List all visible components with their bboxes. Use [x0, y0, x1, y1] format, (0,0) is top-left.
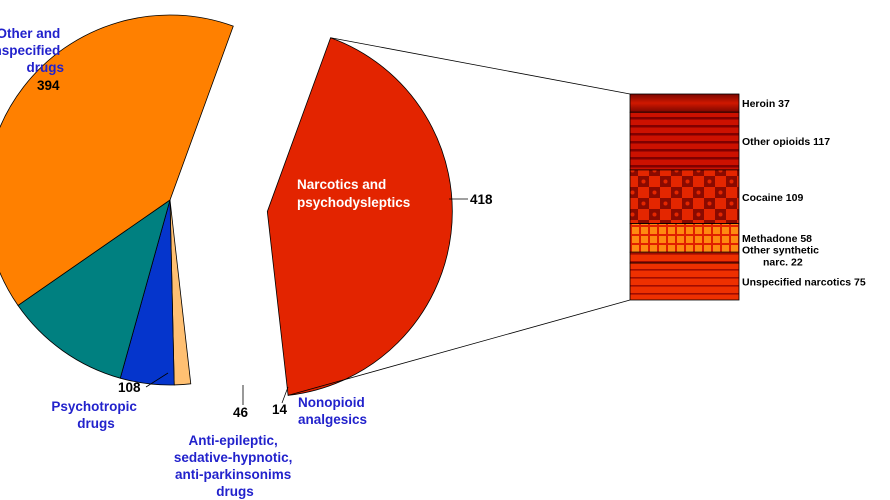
- other-unspecified-label: Other and unspecified drugs: [0, 26, 64, 75]
- bar-label-other-opioids: Other opioids 117: [742, 136, 830, 148]
- pie-slice-narcotics-and-psychodysleptics: [266, 37, 453, 396]
- bar-segment-cocaine: [629, 169, 740, 225]
- psychotropic-value: 108: [118, 380, 141, 395]
- bar-label-heroin: Heroin 37: [742, 98, 790, 110]
- bar-label-methadone: Methadone 58: [742, 233, 812, 245]
- bar-segment-other-opioids: [629, 111, 740, 171]
- nonopioid-label: Nonopioid analgesics: [298, 395, 369, 427]
- pie-slice-psychotropic-drugs: [17, 199, 171, 379]
- bar-segment-other-synthetic-narc: [629, 251, 740, 264]
- bar-segment-unspecified-narcotics: [629, 262, 740, 301]
- other-unspecified-value: 394: [37, 78, 60, 93]
- nonopioid-value: 14: [272, 402, 288, 417]
- psychotropic-value-leader: [145, 372, 169, 388]
- psychotropic-label: Psychotropic drugs: [51, 399, 140, 431]
- nonopioid-value-leader: [281, 386, 289, 404]
- antiepileptic-value: 46: [233, 405, 249, 420]
- bar-label-other-synthetic-narc: Other synthetic narc. 22: [742, 245, 819, 269]
- breakdown-connector-bottom: [287, 299, 631, 396]
- pie-slices: [0, 14, 453, 396]
- bar-segment-heroin: [629, 93, 740, 113]
- bar-segment-methadone: [629, 223, 740, 253]
- breakdown-connector-top: [330, 37, 631, 95]
- antiepileptic-label: Anti-epileptic, sedative-hypnotic, anti-…: [174, 433, 296, 499]
- bar-label-unspecified-narcotics: Unspecified narcotics 75: [742, 277, 866, 289]
- narcotics-label: Narcotics and psychodysleptics: [297, 177, 410, 210]
- bar-label-cocaine: Cocaine 109: [742, 192, 803, 204]
- narcotics-value: 418: [470, 192, 493, 207]
- pie-slice-other-and-unspecified-drugs: [0, 14, 234, 306]
- narcotics-breakdown-bar: Heroin 37 Other opioids 117 Cocaine 109 Met…: [629, 93, 866, 301]
